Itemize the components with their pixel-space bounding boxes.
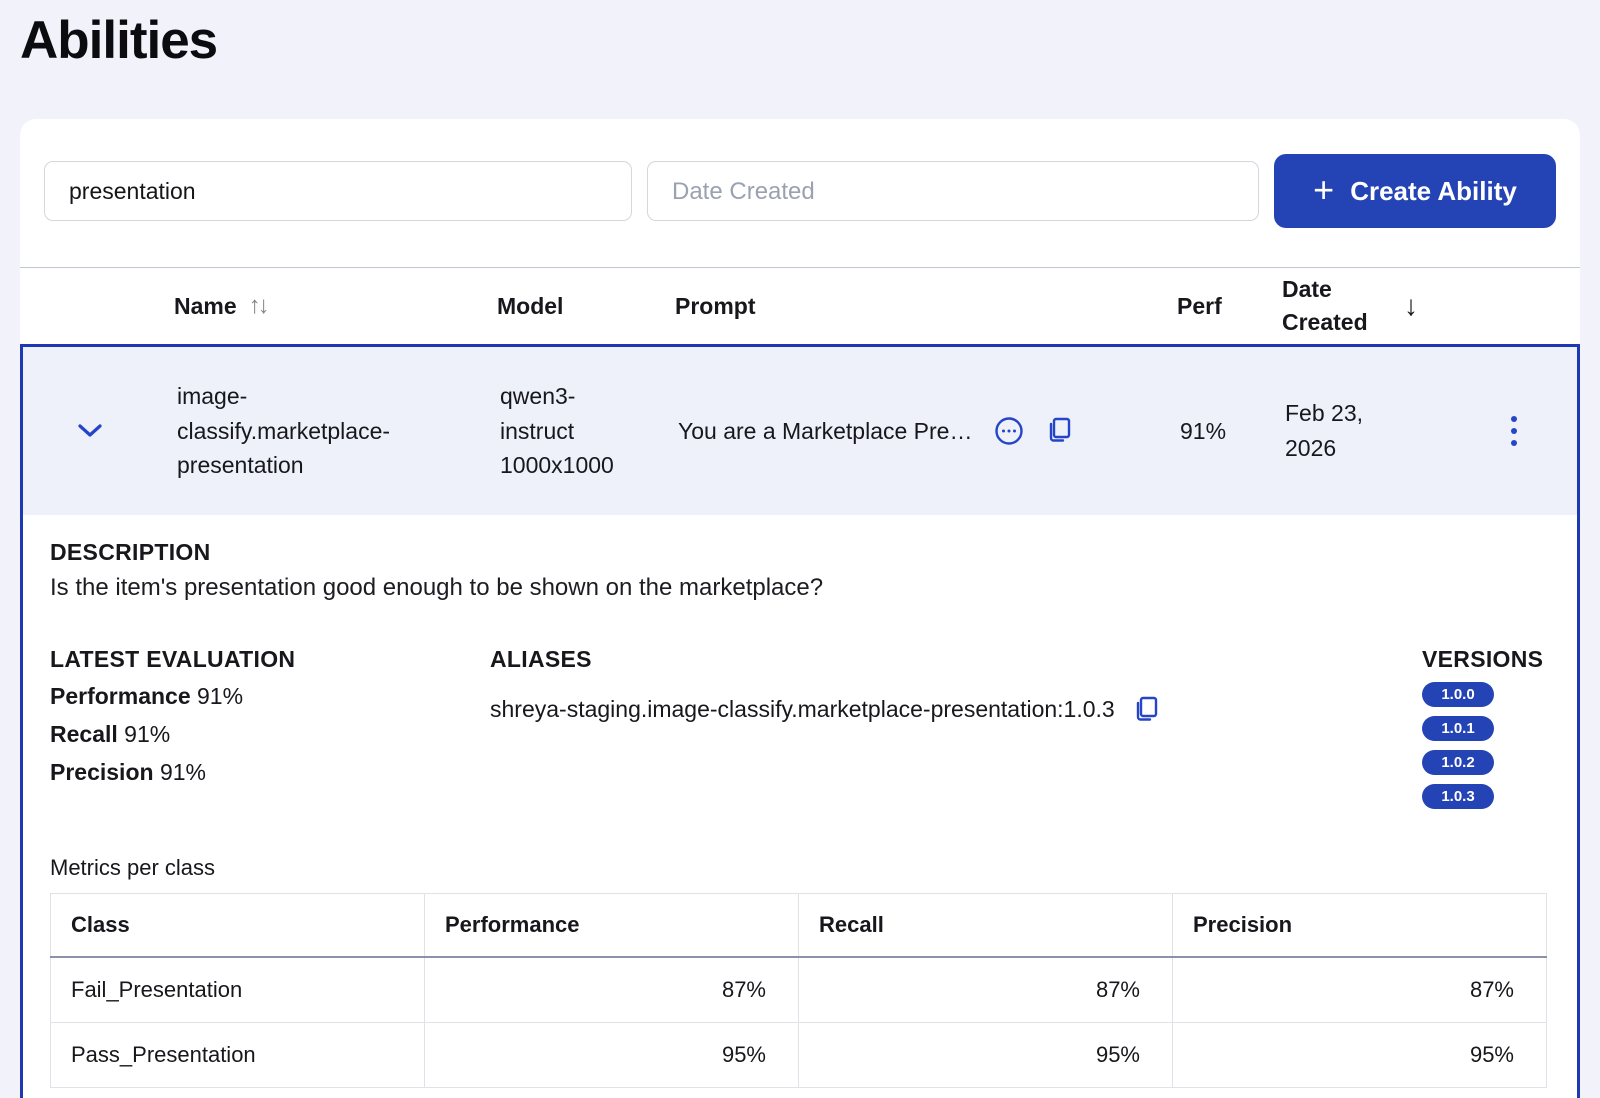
performance-cell: 95% xyxy=(424,1021,799,1088)
metrics-per-class-table: Class Performance Recall Precision Fail_… xyxy=(50,892,1547,1088)
version-pill[interactable]: 1.0.0 xyxy=(1422,681,1494,707)
column-header-date-created[interactable]: Date Created ↓ xyxy=(1257,273,1447,340)
latest-evaluation-label: LATEST EVALUATION xyxy=(50,645,296,672)
aliases-label: ALIASES xyxy=(490,645,592,672)
performance-cell: 87% xyxy=(424,956,799,1023)
precision-metric-label: Precision xyxy=(50,758,154,785)
versions-section: VERSIONS 1.0.0 1.0.1 1.0.2 1.0.3 xyxy=(1422,646,1547,809)
create-ability-label: Create Ability xyxy=(1350,175,1517,206)
copy-prompt-button[interactable] xyxy=(1046,416,1074,446)
collapse-row-button[interactable] xyxy=(23,423,156,439)
metrics-column-performance: Performance xyxy=(424,892,799,958)
description-text: Is the item's presentation good enough t… xyxy=(50,573,824,601)
precision-cell: 87% xyxy=(1172,956,1547,1023)
precision-metric-value: 91% xyxy=(159,758,206,785)
version-pill[interactable]: 1.0.3 xyxy=(1422,783,1494,809)
date-created-filter-input[interactable] xyxy=(647,161,1259,221)
table-row: Fail_Presentation 87% 87% 87% xyxy=(50,956,1547,1023)
plus-icon: + xyxy=(1313,168,1335,210)
ability-row[interactable]: image-classify.marketplace-presentation … xyxy=(23,347,1577,515)
alias-value: shreya-staging.image-classify.marketplac… xyxy=(490,696,1115,722)
column-header-prompt: Prompt xyxy=(675,292,756,319)
copy-icon xyxy=(1050,417,1071,442)
class-name-cell: Fail_Presentation xyxy=(50,956,425,1023)
date-created-header-label: Date Created xyxy=(1282,275,1368,335)
description-label: DESCRIPTION xyxy=(50,538,211,565)
ellipsis-circle-icon xyxy=(995,417,1024,445)
filter-table-divider xyxy=(20,267,1580,268)
alias-value-row: shreya-staging.image-classify.marketplac… xyxy=(490,695,1422,725)
abilities-card: + Create Ability Name ↑↓ Model Prompt Pe… xyxy=(20,119,1580,1098)
latest-evaluation-section: LATEST EVALUATION Performance 91% Recall… xyxy=(50,646,490,809)
search-input[interactable] xyxy=(44,161,632,221)
column-header-model: Model xyxy=(497,292,564,319)
recall-metric-value: 91% xyxy=(124,720,171,747)
version-pill[interactable]: 1.0.2 xyxy=(1422,749,1494,775)
ability-prompt-cell: You are a Marketplace Pre… xyxy=(658,414,1160,449)
copy-icon xyxy=(1136,696,1157,721)
version-pill[interactable]: 1.0.1 xyxy=(1422,715,1494,741)
detail-info-row: LATEST EVALUATION Performance 91% Recall… xyxy=(50,646,1547,809)
chevron-down-icon xyxy=(77,424,102,437)
table-header-row: Name ↑↓ Model Prompt Perf Date Created ↓ xyxy=(20,268,1580,344)
column-header-perf: Perf xyxy=(1177,292,1222,319)
metrics-header-row: Class Performance Recall Precision xyxy=(50,892,1547,958)
page-title: Abilities xyxy=(20,11,218,70)
row-menu-button[interactable] xyxy=(1509,413,1519,449)
version-pill-stack: 1.0.0 1.0.1 1.0.2 1.0.3 xyxy=(1422,673,1547,809)
precision-cell: 95% xyxy=(1172,1021,1547,1088)
ability-name: image-classify.marketplace-presentation xyxy=(177,383,391,478)
prompt-preview-text: You are a Marketplace Pre… xyxy=(678,417,973,444)
ability-detail-panel: DESCRIPTION Is the item's presentation g… xyxy=(23,514,1577,1098)
copy-alias-button[interactable] xyxy=(1133,695,1161,725)
metrics-column-precision: Precision xyxy=(1172,892,1547,958)
kebab-menu-icon xyxy=(1510,415,1517,446)
ability-model: qwen3-instruct 1000x1000 xyxy=(500,383,614,478)
versions-label: VERSIONS xyxy=(1422,645,1544,672)
recall-cell: 95% xyxy=(798,1021,1173,1088)
column-header-name[interactable]: Name ↑↓ xyxy=(153,292,477,320)
view-prompt-button[interactable] xyxy=(994,416,1024,446)
table-row: Pass_Presentation 95% 95% 95% xyxy=(50,1021,1547,1088)
performance-metric-label: Performance xyxy=(50,682,191,709)
ability-perf: 91% xyxy=(1180,417,1227,444)
precision-metric: Precision 91% xyxy=(50,753,490,791)
create-ability-button[interactable]: + Create Ability xyxy=(1274,154,1556,228)
recall-metric: Recall 91% xyxy=(50,715,490,753)
aliases-section: ALIASES shreya-staging.image-classify.ma… xyxy=(490,646,1422,809)
filter-bar: + Create Ability xyxy=(20,119,1580,267)
sort-icon[interactable]: ↑↓ xyxy=(248,292,270,319)
performance-metric-value: 91% xyxy=(197,682,244,709)
ability-date-created: Feb 23, 2026 xyxy=(1285,400,1363,461)
metrics-per-class-title: Metrics per class xyxy=(50,854,216,880)
performance-metric: Performance 91% xyxy=(50,677,490,715)
name-header-label: Name xyxy=(174,292,237,319)
metrics-column-class: Class xyxy=(50,892,425,958)
recall-metric-label: Recall xyxy=(50,720,118,747)
metrics-column-recall: Recall xyxy=(798,892,1173,958)
sort-descending-arrow-icon[interactable]: ↓ xyxy=(1404,290,1418,321)
expanded-ability-section: image-classify.marketplace-presentation … xyxy=(20,344,1580,1098)
class-name-cell: Pass_Presentation xyxy=(50,1021,425,1088)
recall-cell: 87% xyxy=(798,956,1173,1023)
